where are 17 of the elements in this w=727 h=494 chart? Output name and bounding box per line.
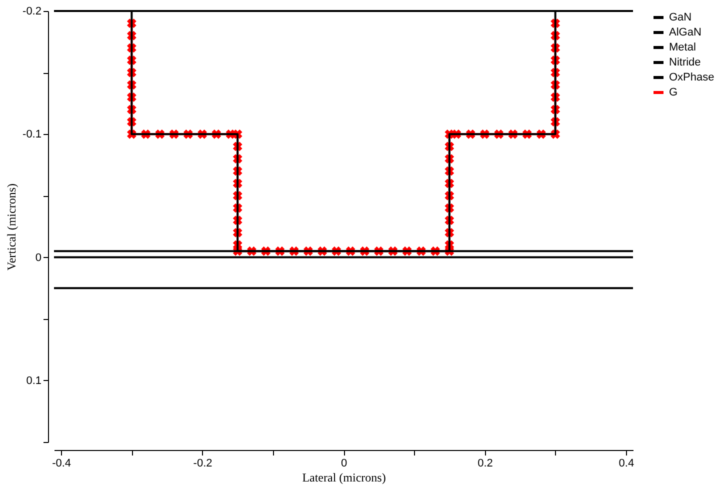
y-tick-label: -0.2 xyxy=(22,6,42,18)
y-tick-label: 0.1 xyxy=(26,374,42,387)
legend-label: GaN xyxy=(669,12,692,24)
x-tick-label: 0 xyxy=(340,458,348,470)
legend-label: Nitride xyxy=(669,56,701,68)
y-tick-label: -0.1 xyxy=(22,128,42,141)
x-tick-label: 0.4 xyxy=(618,458,634,470)
x-tick-label: -0.2 xyxy=(193,458,212,470)
legend-label: G xyxy=(669,86,678,98)
legend-label: Metal xyxy=(669,42,696,54)
y-axis-title: Vertical (microns) xyxy=(4,184,19,270)
legend-label: OxPhase xyxy=(669,72,714,84)
legend-label: AlGaN xyxy=(669,26,702,38)
x-tick-label: -0.4 xyxy=(52,458,72,470)
x-tick-label: 0.2 xyxy=(478,458,493,470)
y-tick-label: 0 xyxy=(35,252,42,264)
x-axis-title: Lateral (microns) xyxy=(302,470,386,484)
